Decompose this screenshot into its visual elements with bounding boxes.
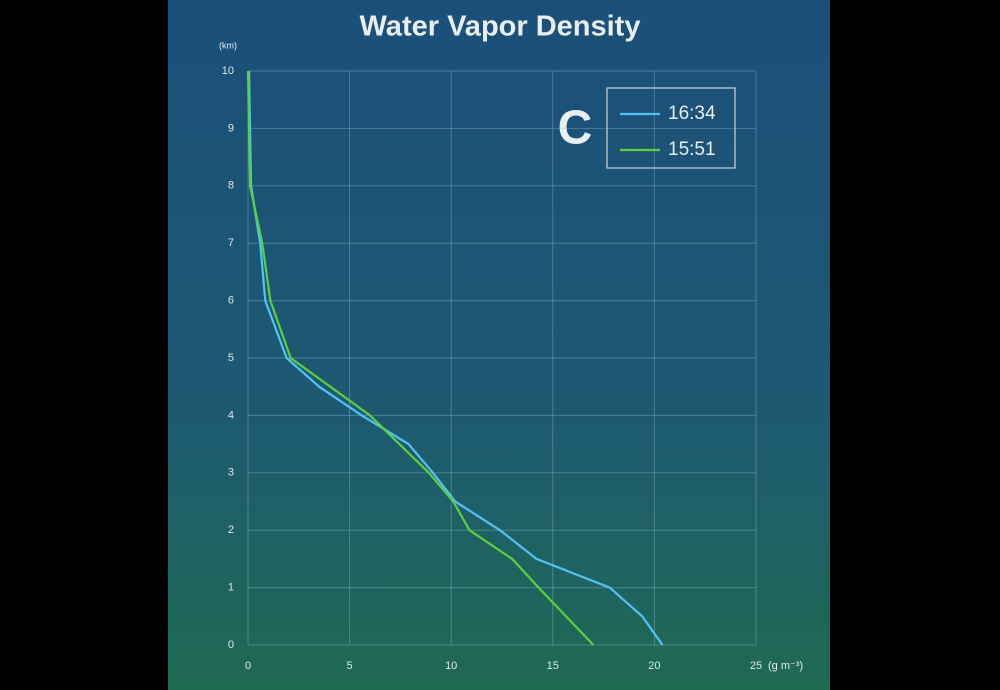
y-tick-label: 8 <box>228 180 234 192</box>
y-tick-label: 0 <box>228 639 234 651</box>
x-tick-label: 5 <box>347 660 353 672</box>
x-tick-label: 25 <box>750 660 762 672</box>
legend-label: 15:51 <box>668 139 716 160</box>
legend-box <box>606 87 736 169</box>
y-tick-label: 9 <box>228 122 234 134</box>
x-axis-label: (g m⁻³) <box>768 660 803 672</box>
chart-title: Water Vapor Density <box>360 11 641 43</box>
legend-label: 16:34 <box>668 103 716 124</box>
y-tick-label: 5 <box>228 352 234 364</box>
annotation: C <box>558 102 593 155</box>
x-tick-label: 20 <box>648 660 660 672</box>
y-tick-label: 1 <box>228 582 234 594</box>
y-tick-label: 2 <box>228 524 234 536</box>
x-tick-label: 0 <box>245 660 251 672</box>
x-tick-label: 10 <box>445 660 457 672</box>
y-tick-label: 6 <box>228 295 234 307</box>
panel <box>168 0 830 690</box>
y-tick-label: 3 <box>228 467 234 479</box>
y-tick-label: 7 <box>228 237 234 249</box>
data-line <box>247 70 664 646</box>
y-tick-label: 4 <box>228 409 234 421</box>
x-tick-label: 15 <box>547 660 559 672</box>
data-line <box>246 70 595 646</box>
y-axis-label: (km) <box>219 40 237 50</box>
y-tick-label: 10 <box>222 65 234 77</box>
